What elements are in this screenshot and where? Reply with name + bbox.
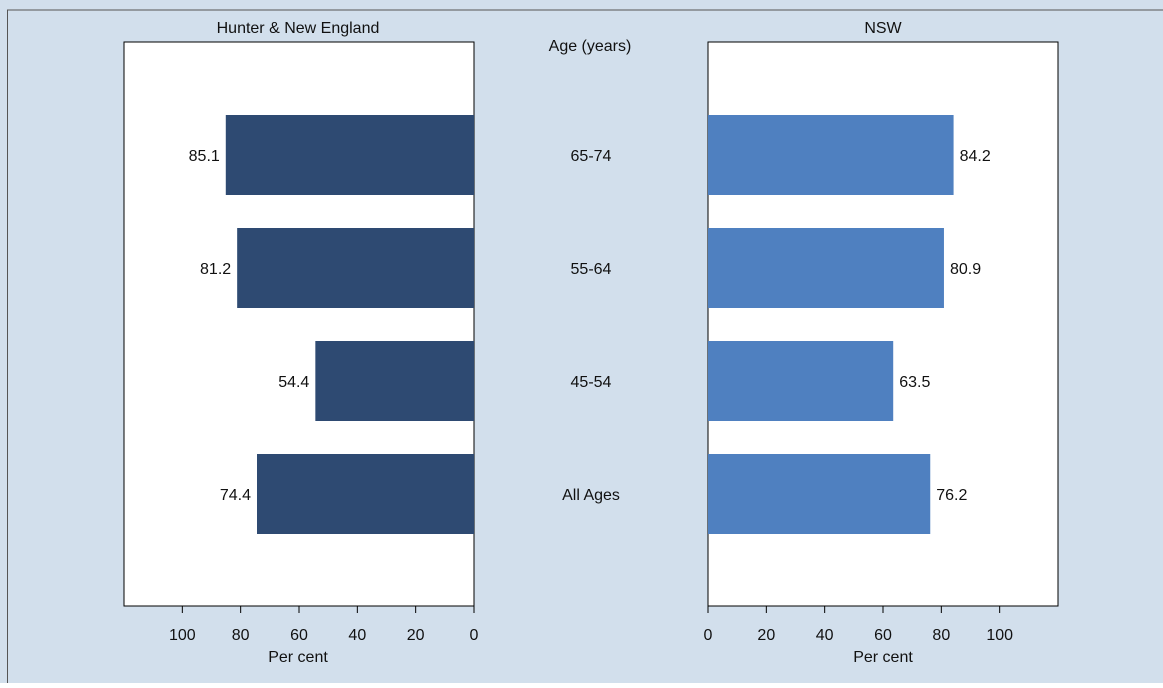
age-category-label: 55-64 [571,261,612,278]
right-bar-45-54 [708,341,894,421]
right-x-tick-label: 40 [816,627,834,644]
left-x-tick-label: 100 [169,627,196,644]
left-bar-55-64 [237,228,474,308]
left-data-label: 85.1 [189,148,220,165]
left-x-tick-label: 0 [470,627,479,644]
left-x-tick-label: 60 [290,627,308,644]
left-panel-title: Hunter & New England [217,20,380,37]
right-data-label: 84.2 [960,148,991,165]
age-category-label: 45-54 [571,374,612,391]
left-x-tick-label: 80 [232,627,250,644]
right-x-tick-label: 100 [986,627,1013,644]
left-bar-all-ages [257,454,474,534]
right-data-label: 76.2 [936,487,967,504]
left-panel: 85.1 81.2 54.4 74.4 100 80 60 40 20 0 [123,41,479,644]
right-bar-all-ages [708,454,931,534]
right-x-tick-label: 80 [932,627,950,644]
age-category-label: All Ages [562,487,620,504]
right-panel-title: NSW [864,20,902,37]
left-data-label: 74.4 [220,487,251,504]
left-bar-45-54 [315,341,474,421]
right-x-tick-label: 20 [757,627,775,644]
left-data-label: 81.2 [200,261,231,278]
center-category-labels: 65-74 55-64 45-54 All Ages [562,148,620,504]
right-x-tick-label: 60 [874,627,892,644]
right-x-axis-label: Per cent [853,649,913,666]
right-bar-55-64 [708,228,944,308]
left-x-tick-label: 20 [407,627,425,644]
right-panel: 84.2 80.9 63.5 76.2 0 20 40 60 80 100 [704,41,1059,644]
left-x-tick-label: 40 [348,627,366,644]
age-category-label: 65-74 [571,148,612,165]
center-axis-title: Age (years) [549,38,632,55]
right-data-label: 63.5 [899,374,930,391]
right-bar-65-74 [708,115,954,195]
right-x-tick-label: 0 [704,627,713,644]
left-data-label: 54.4 [278,374,309,391]
right-data-label: 80.9 [950,261,981,278]
left-bar-65-74 [225,115,474,195]
left-x-axis-label: Per cent [268,649,328,666]
